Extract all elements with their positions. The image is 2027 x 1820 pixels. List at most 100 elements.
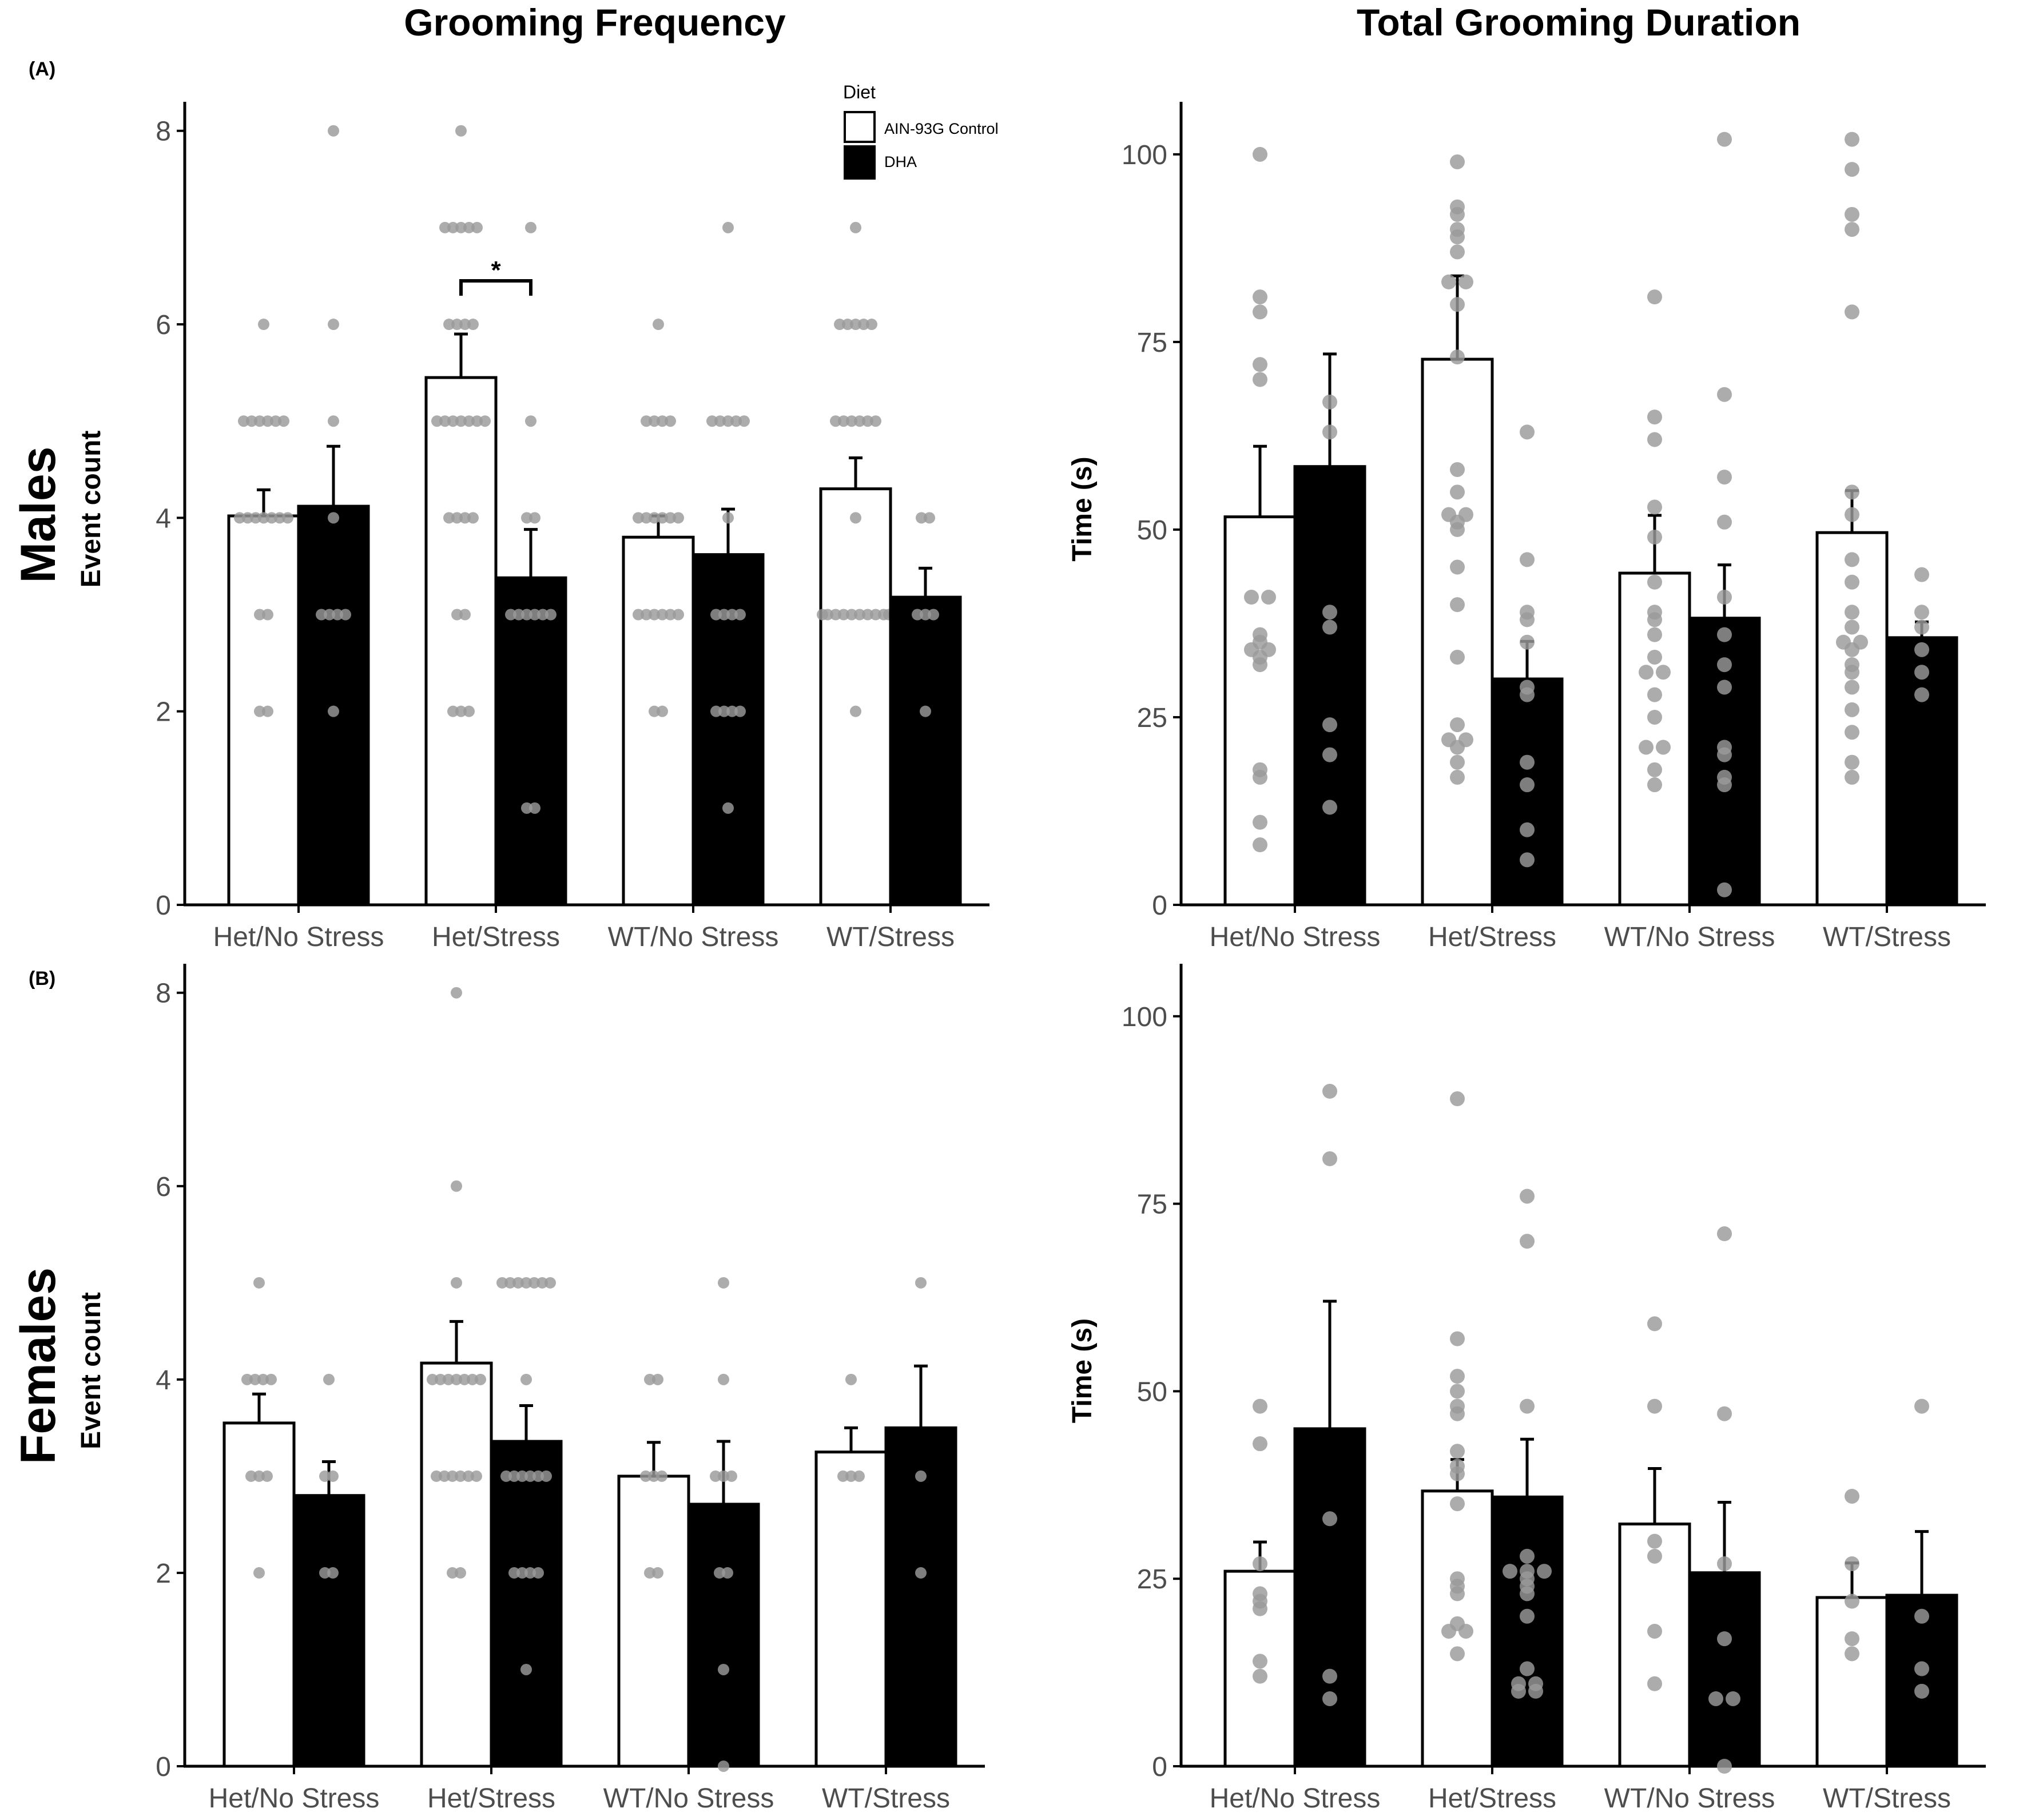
data-point [842,319,853,331]
x-tick-label: WT/Stress [826,922,955,952]
data-point [1441,274,1456,289]
data-point [649,705,660,717]
data-point [1450,244,1465,260]
data-point [916,512,927,524]
data-point [1450,1586,1465,1602]
data-point [520,1373,532,1385]
data-point [328,125,339,137]
data-point [838,609,849,621]
data-point [1914,567,1929,582]
y-tick-label: 75 [1137,1190,1167,1220]
bar-dha [1688,1571,1761,1768]
data-point [1845,1646,1859,1662]
data-point [1647,499,1662,515]
y-tick-label: 25 [1137,1564,1167,1595]
data-point [1647,1676,1662,1691]
x-tick-label: WT/Stress [822,1783,950,1814]
y-tick-label: 2 [156,697,171,728]
data-point [529,802,540,814]
data-point [1520,634,1535,650]
data-point [1450,1496,1465,1512]
data-point [525,415,536,427]
data-point [726,705,738,717]
y-tick-label: 8 [156,117,171,147]
data-point [261,1470,273,1482]
data-point [1458,1623,1473,1639]
data-point [1845,1594,1859,1609]
data-point [508,1567,520,1579]
data-point [1845,132,1859,147]
legend-label-dha: DHA [884,153,917,170]
data-point [1845,206,1859,222]
x-tick-label: Het/Stress [1428,922,1556,952]
legend: Diet AIN-93G Control DHA [843,82,999,180]
data-point [524,1470,536,1482]
data-point [915,1567,927,1579]
bar-dha [292,1494,365,1768]
data-point [862,415,873,427]
data-point [858,319,869,331]
legend-label-control: AIN-93G Control [884,120,999,137]
data-point [1647,574,1662,590]
data-point [915,1277,927,1289]
data-point [657,705,668,717]
x-tick-label: Het/Stress [432,922,560,952]
bar-dha [490,1440,563,1768]
data-point [822,609,833,621]
y-tick-label: 0 [1152,891,1167,921]
data-point [328,512,339,524]
data-point [1717,514,1732,530]
data-point [644,1373,655,1385]
data-point [1450,154,1465,169]
data-point [846,415,857,427]
data-point [1717,387,1732,402]
data-point [1647,627,1662,642]
data-point [1520,1586,1535,1602]
data-point [250,512,261,524]
y-tick-label: 100 [1122,1002,1167,1032]
data-point [1450,1444,1465,1459]
data-point [455,125,467,137]
data-point [633,512,644,524]
data-point [718,1373,729,1385]
data-point [1845,304,1859,320]
data-point [479,415,491,427]
bar-control [1421,357,1494,907]
data-point [1528,1683,1543,1699]
data-point [920,609,931,621]
data-point [459,1373,470,1385]
data-point [258,319,269,331]
data-point [451,512,463,524]
data-point [1450,484,1465,500]
data-point [1717,882,1732,897]
data-point [253,1470,265,1482]
panel-label-a: (A) [29,58,55,80]
data-point [1520,822,1535,837]
data-point [521,609,532,621]
x-tick-label: WT/No Stress [608,922,779,952]
column-title-duration: Total Grooming Duration [1357,1,1801,43]
data-point [1253,1398,1267,1414]
data-point [1441,1623,1456,1639]
data-point [730,415,742,427]
x-tick-label: WT/Stress [1823,922,1951,952]
data-point [870,609,881,621]
data-point [1520,852,1535,868]
data-point [270,415,281,427]
data-point [1914,1683,1929,1699]
data-point [845,1373,857,1385]
data-point [830,609,841,621]
data-point [1845,642,1859,657]
data-point [1253,357,1267,372]
data-point [516,1470,528,1482]
data-point [1450,1091,1465,1107]
data-point [1845,665,1859,680]
data-point [443,319,455,331]
bar-control [1618,1522,1691,1768]
data-point [652,1373,663,1385]
data-point [1450,522,1465,537]
data-point [834,319,845,331]
bar-control [819,487,892,907]
data-point [657,512,668,524]
data-point [641,609,652,621]
